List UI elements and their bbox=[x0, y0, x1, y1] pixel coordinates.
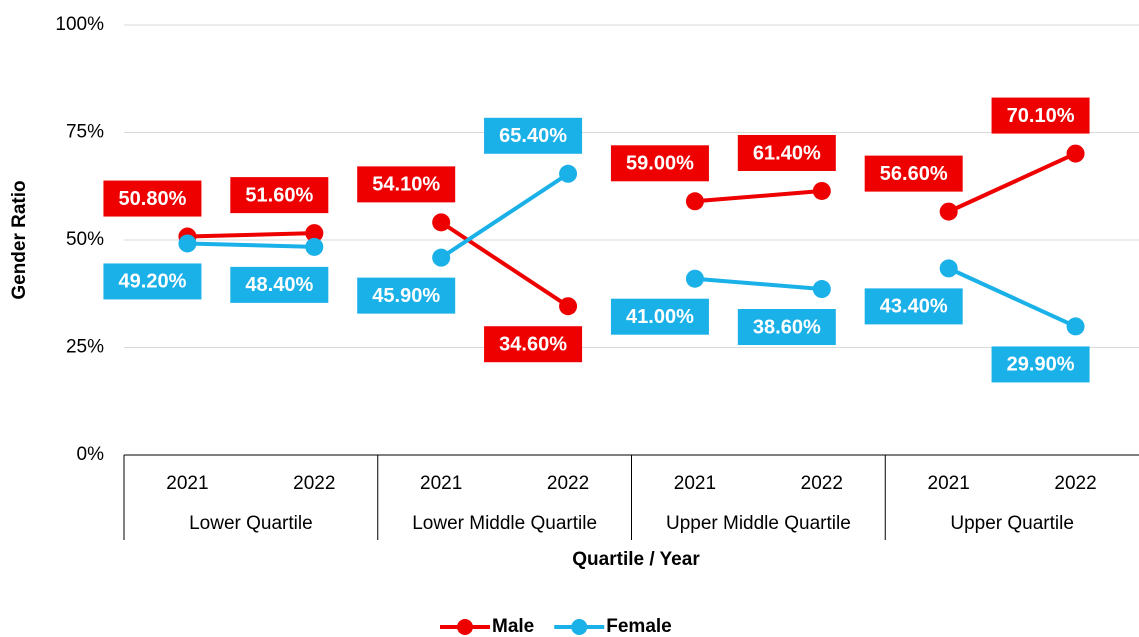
y-tick-label: 25% bbox=[66, 337, 104, 358]
point bbox=[305, 224, 324, 243]
data-label-box bbox=[737, 309, 836, 346]
data-label: 59.00% bbox=[626, 153, 694, 175]
series-line bbox=[947, 266, 1077, 329]
data-label: 29.90% bbox=[1007, 354, 1075, 376]
point bbox=[432, 248, 451, 267]
x-tick-label: 2022 bbox=[547, 473, 589, 494]
data-label: 50.80% bbox=[119, 188, 187, 210]
point bbox=[939, 259, 958, 278]
data-label: 45.90% bbox=[372, 285, 440, 307]
x-axis-title: Quartile / Year bbox=[572, 549, 700, 570]
y-tick-label: 0% bbox=[77, 444, 105, 465]
data-label-box bbox=[484, 117, 583, 154]
data-label-box bbox=[103, 180, 202, 217]
point bbox=[432, 213, 451, 232]
y-axis-title: Gender Ratio bbox=[9, 180, 30, 299]
data-label: 54.10% bbox=[372, 174, 440, 196]
data-label: 51.60% bbox=[245, 184, 313, 206]
data-label: 61.40% bbox=[753, 142, 821, 164]
data-label-box bbox=[484, 326, 583, 363]
series-line bbox=[947, 151, 1077, 214]
x-tick-label: 2021 bbox=[674, 473, 716, 494]
data-label: 41.00% bbox=[626, 306, 694, 328]
data-label-box bbox=[610, 298, 709, 335]
y-tick-label: 100% bbox=[55, 14, 104, 35]
data-label-box bbox=[103, 263, 202, 300]
group-label: Upper Quartile bbox=[950, 513, 1074, 534]
y-tick-label: 75% bbox=[66, 122, 104, 143]
x-tick-label: 2022 bbox=[293, 473, 335, 494]
series-line bbox=[440, 220, 570, 308]
x-tick-label: 2021 bbox=[928, 473, 970, 494]
point bbox=[812, 181, 831, 200]
series-line bbox=[187, 231, 315, 239]
point bbox=[559, 297, 578, 316]
series-line bbox=[694, 188, 822, 204]
point bbox=[559, 164, 578, 183]
data-label-box bbox=[610, 145, 709, 182]
point bbox=[1066, 317, 1085, 336]
data-label-box bbox=[357, 277, 456, 314]
x-tick-label: 2021 bbox=[166, 473, 208, 494]
point bbox=[685, 192, 704, 211]
data-label-box bbox=[991, 97, 1090, 134]
data-label: 48.40% bbox=[245, 274, 313, 296]
series-line bbox=[187, 241, 315, 249]
data-label: 38.60% bbox=[753, 316, 821, 338]
y-tick-label: 50% bbox=[66, 229, 104, 250]
legend-marker bbox=[571, 619, 588, 635]
series-line bbox=[694, 276, 822, 292]
point bbox=[685, 269, 704, 288]
group-label: Upper Middle Quartile bbox=[666, 513, 851, 534]
x-tick-label: 2021 bbox=[420, 473, 462, 494]
data-label: 43.40% bbox=[880, 296, 948, 318]
legend-label: Male bbox=[492, 616, 534, 637]
data-label: 65.40% bbox=[499, 125, 567, 147]
data-label: 70.10% bbox=[1007, 105, 1075, 127]
data-label-box bbox=[230, 266, 329, 303]
series-line bbox=[440, 172, 570, 260]
x-tick-label: 2022 bbox=[801, 473, 843, 494]
data-label-box bbox=[737, 134, 836, 171]
data-label-box bbox=[864, 155, 963, 192]
point bbox=[178, 234, 197, 253]
data-label-box bbox=[230, 177, 329, 214]
point bbox=[812, 280, 831, 299]
data-label: 34.60% bbox=[499, 334, 567, 356]
group-label: Lower Middle Quartile bbox=[412, 513, 597, 534]
legend-marker bbox=[457, 619, 473, 635]
point bbox=[939, 202, 958, 221]
x-tick-label: 2022 bbox=[1054, 473, 1096, 494]
point bbox=[305, 237, 324, 256]
legend-label: Female bbox=[606, 616, 671, 637]
data-label-box bbox=[357, 166, 456, 203]
data-label-box bbox=[991, 346, 1090, 383]
group-label: Lower Quartile bbox=[189, 513, 313, 534]
data-label-box bbox=[864, 288, 963, 325]
data-label: 56.60% bbox=[880, 163, 948, 185]
data-label: 49.20% bbox=[119, 271, 187, 293]
point bbox=[1066, 144, 1085, 163]
